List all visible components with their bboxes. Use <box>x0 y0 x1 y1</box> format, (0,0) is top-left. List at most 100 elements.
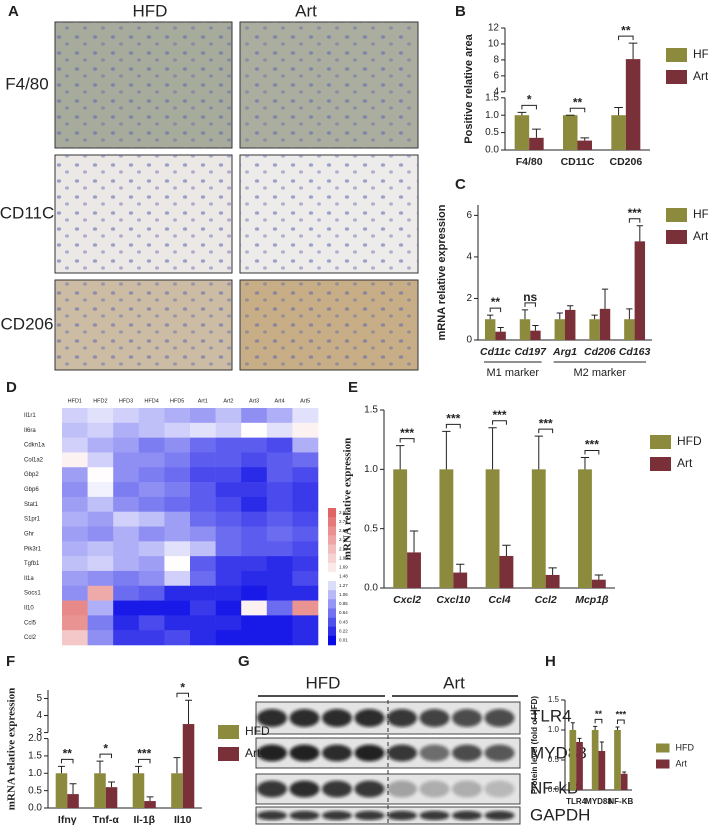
heatmap-cell <box>87 556 114 572</box>
blot-band <box>257 709 287 727</box>
heatmap-cell <box>138 526 165 542</box>
error-bar <box>58 765 65 774</box>
row-label: CD11C <box>0 203 54 222</box>
significance-bracket <box>176 692 190 698</box>
colorbar-swatch <box>328 608 336 618</box>
colorbar-label: 2.32 <box>339 537 348 542</box>
y-axis-label: Protein level (fold of HFD) <box>530 696 539 795</box>
heatmap-cell <box>113 556 140 572</box>
heatmap-cell <box>292 570 319 587</box>
heatmap-cell <box>138 452 165 468</box>
colorbar-label: 0.01 <box>339 638 348 643</box>
bar <box>591 730 599 790</box>
colorbar-swatch <box>328 599 336 609</box>
heatmap-cell <box>190 422 216 438</box>
bar <box>182 724 195 808</box>
group-label: M2 marker <box>574 367 627 379</box>
heatmap-cell <box>292 482 319 498</box>
y-axis-label: mRNA relative expression <box>342 438 354 560</box>
error-bar <box>502 544 511 556</box>
error-bar <box>567 305 574 310</box>
bar <box>565 309 576 340</box>
heatmap-cell <box>164 630 191 646</box>
heatmap-cell <box>164 482 191 498</box>
heatmap-cell <box>113 452 140 468</box>
heatmap-cell <box>138 556 165 572</box>
heatmap-cell <box>190 467 216 483</box>
blot-band <box>452 709 482 727</box>
blot-band <box>322 810 352 821</box>
bar <box>499 555 514 588</box>
bar <box>634 241 646 340</box>
bar <box>495 331 506 340</box>
x-tick-label: Ccl2 <box>535 594 557 606</box>
y-tick-label: 0.5 <box>485 127 499 138</box>
heatmap-cell <box>215 511 242 527</box>
significance-label: ns <box>523 290 537 304</box>
heatmap-cell <box>138 408 165 424</box>
micrographs: HFD Art F4/80 CD11C CD206 <box>0 1 419 371</box>
error-bar <box>488 427 497 470</box>
micrograph-cells <box>55 280 232 370</box>
heatmap-cell <box>62 437 88 453</box>
panel-label: C <box>455 176 466 193</box>
x-tick-label: Cxcl10 <box>436 594 470 606</box>
bar <box>530 330 541 340</box>
bar <box>578 469 592 588</box>
heatmap-cell <box>190 511 216 527</box>
heatmap-cell <box>266 600 293 616</box>
heatmap-cell <box>113 467 140 483</box>
bar <box>576 742 583 790</box>
significance-label: * <box>103 741 108 755</box>
blot-band <box>452 744 482 762</box>
bar <box>484 319 496 340</box>
heatmap-cell <box>62 541 88 557</box>
heatmap-cell <box>241 541 268 557</box>
heatmap-cell <box>87 437 114 453</box>
bar <box>625 59 641 150</box>
y-tick-label: 0.0 <box>364 583 378 594</box>
blot-band <box>289 780 320 798</box>
heatmap-cell <box>241 452 268 468</box>
y-tick-label: 0.0 <box>548 785 560 794</box>
bar <box>529 137 544 150</box>
x-tick-label: Ifnγ <box>58 814 77 825</box>
row-label: Pik3r1 <box>24 546 42 552</box>
heatmap-cell <box>190 452 216 468</box>
error-bar <box>580 456 590 470</box>
significance-label: *** <box>400 426 414 440</box>
heatmap-cell <box>215 556 242 572</box>
panel-label: A <box>8 3 19 20</box>
heatmap-cell <box>190 630 216 646</box>
bar <box>611 115 626 150</box>
bar <box>554 319 565 340</box>
x-tick-label: NF-KB <box>608 797 633 806</box>
y-tick-label: 1.5 <box>364 405 378 416</box>
blot-band <box>387 709 417 727</box>
bar <box>577 140 592 150</box>
blot-band <box>354 744 385 762</box>
heatmap-cell <box>241 467 268 483</box>
bar <box>519 319 531 340</box>
error-bar <box>622 771 627 774</box>
y-tick-label: 0.5 <box>28 785 42 796</box>
column-header: Art <box>295 1 317 20</box>
row-label: Tgfb1 <box>24 561 40 567</box>
error-bar <box>487 314 494 320</box>
colorbar-label: 1.69 <box>339 565 348 570</box>
heatmap-cell <box>113 526 140 542</box>
heatmap-cell <box>292 408 319 424</box>
heatmap-cell <box>138 585 165 601</box>
significance-bracket <box>569 107 586 113</box>
heatmap-cell <box>87 570 114 587</box>
heatmap-cell <box>113 541 140 557</box>
heatmap-cell <box>266 556 293 572</box>
y-tick-label: 0.5 <box>364 523 378 534</box>
blot-band <box>419 744 450 762</box>
colorbar-label: 2.11 <box>339 546 348 551</box>
y-tick-label: 1.0 <box>548 725 560 734</box>
micrograph-cells <box>240 22 418 148</box>
error-bar <box>497 327 504 332</box>
colorbar-label: 2.95 <box>339 510 348 515</box>
heatmap-cell <box>292 452 319 468</box>
